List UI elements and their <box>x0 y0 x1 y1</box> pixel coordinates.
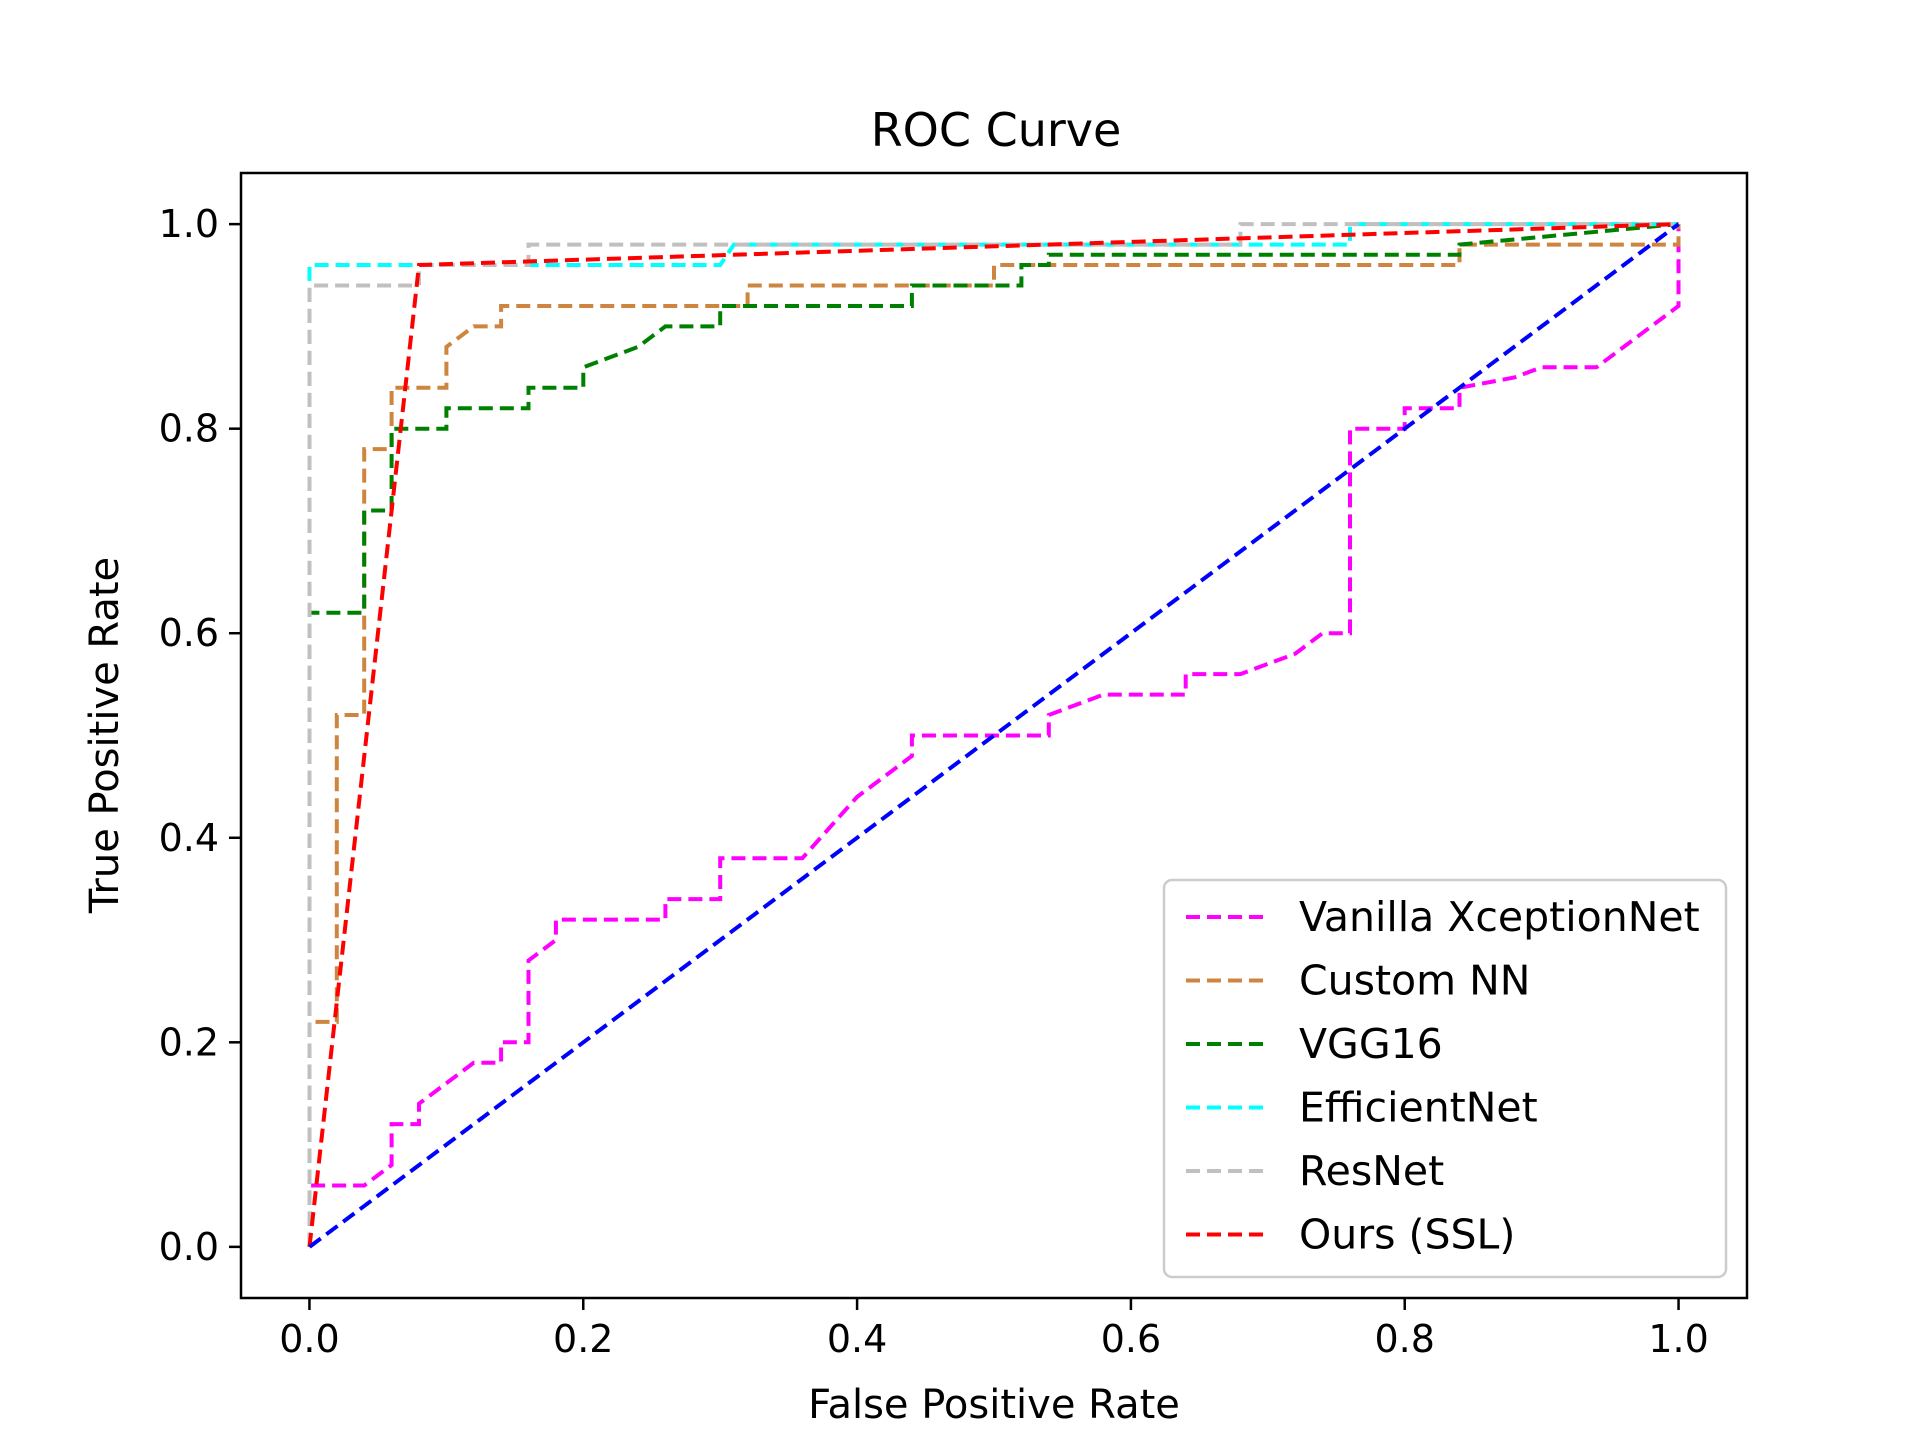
legend-label-vanilla-xceptionnet: Vanilla XceptionNet <box>1299 893 1700 941</box>
series-line-custom-nn <box>307 224 1681 1247</box>
legend-box <box>1162 878 1728 1279</box>
series-layer <box>307 222 1681 1249</box>
x-tick-label: 0.2 <box>553 1317 613 1361</box>
legend-label-resnet: ResNet <box>1299 1147 1444 1195</box>
y-tick-label: 0.2 <box>159 1020 219 1064</box>
x-tick-label: 0.4 <box>827 1317 887 1361</box>
legend-label-vgg16: VGG16 <box>1299 1020 1443 1068</box>
y-axis-label: True Positive Rate <box>82 557 128 914</box>
series-line-vgg16 <box>307 222 1679 1247</box>
y-tick-label: 0.6 <box>159 611 219 655</box>
series-line-resnet <box>307 222 1679 1247</box>
x-tick-label: 1.0 <box>1648 1317 1708 1361</box>
series-line-ours-ssl <box>307 222 1679 1248</box>
y-tick-label: 0.0 <box>159 1225 219 1269</box>
legend: Vanilla XceptionNet Custom NN VGG16 Efficie… <box>1162 878 1728 1279</box>
x-tick-label: 0.0 <box>279 1317 339 1361</box>
y-tick-label: 0.4 <box>159 816 219 860</box>
x-axis: 0.0 0.2 0.4 0.6 0.8 1.0 <box>279 1298 1709 1361</box>
plot-frame <box>239 171 1749 1300</box>
legend-label-ours-ssl: Ours (SSL) <box>1299 1211 1515 1259</box>
series-line-vanilla-xceptionnet <box>307 224 1681 1247</box>
x-axis-label: False Positive Rate <box>808 1382 1180 1428</box>
y-tick-label: 1.0 <box>159 202 219 246</box>
y-axis: 0.0 0.2 0.4 0.6 0.8 1.0 <box>159 202 241 1269</box>
chart-title: ROC Curve <box>871 103 1122 157</box>
legend-label-custom-nn: Custom NN <box>1299 957 1530 1005</box>
x-tick-label: 0.8 <box>1375 1317 1435 1361</box>
diagonal-reference-line <box>308 222 1680 1249</box>
y-tick-label: 0.8 <box>159 407 219 451</box>
legend-label-efficientnet: EfficientNet <box>1299 1084 1538 1132</box>
x-tick-label: 0.6 <box>1101 1317 1161 1361</box>
